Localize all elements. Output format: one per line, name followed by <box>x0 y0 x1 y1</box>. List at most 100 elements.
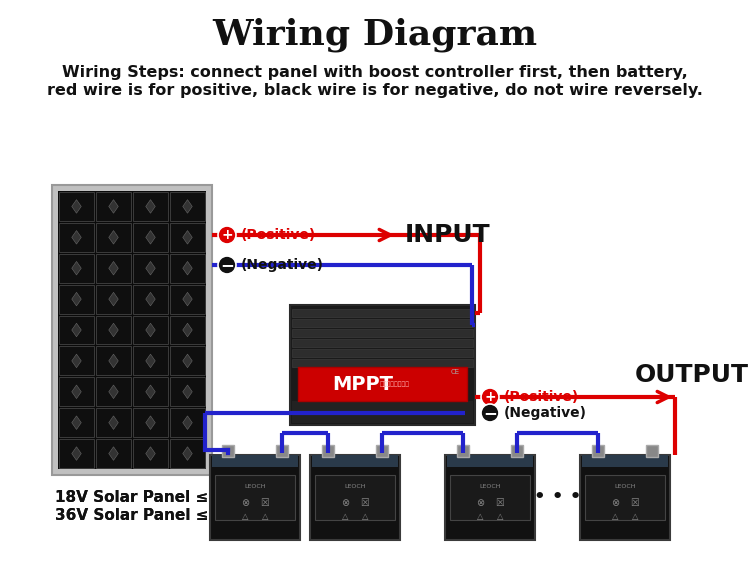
Circle shape <box>481 404 499 422</box>
Polygon shape <box>109 261 118 275</box>
Text: OUTPUT: OUTPUT <box>635 363 749 387</box>
Polygon shape <box>183 323 192 337</box>
Polygon shape <box>146 354 155 368</box>
Polygon shape <box>72 385 81 399</box>
Text: 18V Solar Panel ≤300W: 18V Solar Panel ≤300W <box>55 490 257 504</box>
Polygon shape <box>109 231 118 244</box>
Bar <box>450 475 530 520</box>
Text: ☒: ☒ <box>631 498 639 508</box>
Text: (Negative): (Negative) <box>504 406 587 420</box>
Bar <box>170 408 205 437</box>
Text: (Positive): (Positive) <box>504 390 579 404</box>
Text: △: △ <box>242 512 248 522</box>
Bar <box>133 439 168 468</box>
Text: △: △ <box>612 512 618 522</box>
Text: red wire is for positive, black wire is for negative, do not wire reversely.: red wire is for positive, black wire is … <box>47 83 703 98</box>
Text: (Negative): (Negative) <box>241 258 324 272</box>
Text: △: △ <box>262 512 268 522</box>
Bar <box>170 377 205 406</box>
Bar <box>133 377 168 406</box>
Text: CE: CE <box>451 370 460 375</box>
Polygon shape <box>72 200 81 213</box>
Bar <box>210 455 300 540</box>
Bar <box>96 254 131 283</box>
Polygon shape <box>146 323 155 337</box>
Text: MPPT: MPPT <box>332 375 393 394</box>
Text: +: + <box>484 390 496 404</box>
Bar <box>292 339 473 347</box>
Text: +: + <box>221 228 232 242</box>
Text: ☒: ☒ <box>261 498 269 508</box>
Bar <box>312 455 398 467</box>
Bar <box>222 445 234 457</box>
Polygon shape <box>109 447 118 460</box>
Text: ☒: ☒ <box>496 498 504 508</box>
Polygon shape <box>109 200 118 213</box>
Text: △: △ <box>632 512 638 522</box>
Polygon shape <box>183 447 192 460</box>
Bar <box>59 439 94 468</box>
Polygon shape <box>146 261 155 275</box>
Bar <box>59 254 94 283</box>
Bar <box>310 455 400 540</box>
Bar <box>592 445 604 457</box>
Circle shape <box>481 388 499 406</box>
Polygon shape <box>146 200 155 213</box>
Polygon shape <box>183 231 192 244</box>
Bar <box>96 285 131 314</box>
Polygon shape <box>72 354 81 368</box>
Bar <box>59 346 94 375</box>
Text: △: △ <box>342 512 348 522</box>
Bar <box>96 192 131 221</box>
Bar <box>133 254 168 283</box>
Polygon shape <box>72 292 81 306</box>
Bar <box>457 445 469 457</box>
Polygon shape <box>109 292 118 306</box>
Bar <box>96 439 131 468</box>
Bar <box>59 315 94 345</box>
Polygon shape <box>146 416 155 429</box>
Text: 36V Solar Panel ≤450W: 36V Solar Panel ≤450W <box>55 507 257 522</box>
Polygon shape <box>183 385 192 399</box>
Bar <box>59 192 94 221</box>
Text: LEOCH: LEOCH <box>244 485 266 490</box>
Bar <box>58 191 206 469</box>
Bar <box>585 475 665 520</box>
Polygon shape <box>183 261 192 275</box>
Text: 18V Solar Panel ≤300W: 18V Solar Panel ≤300W <box>55 490 257 504</box>
Text: ☒: ☒ <box>361 498 369 508</box>
Text: −: − <box>483 404 497 422</box>
Text: INPUT: INPUT <box>405 223 490 247</box>
Bar <box>133 408 168 437</box>
Text: ⊗: ⊗ <box>341 498 349 508</box>
Polygon shape <box>146 447 155 460</box>
Polygon shape <box>183 200 192 213</box>
Bar <box>133 223 168 252</box>
Text: • • •: • • • <box>534 489 581 507</box>
Polygon shape <box>72 323 81 337</box>
Bar <box>298 367 467 401</box>
Text: LEOCH: LEOCH <box>344 485 366 490</box>
Bar <box>315 475 395 520</box>
Bar <box>170 346 205 375</box>
Bar <box>290 305 475 425</box>
Bar <box>52 185 212 475</box>
Text: LEOCH: LEOCH <box>614 485 636 490</box>
Polygon shape <box>72 231 81 244</box>
Polygon shape <box>183 416 192 429</box>
Bar <box>292 359 473 367</box>
Bar <box>133 285 168 314</box>
Bar <box>96 408 131 437</box>
Circle shape <box>218 256 236 274</box>
Bar <box>59 223 94 252</box>
Text: (Positive): (Positive) <box>241 228 316 242</box>
Circle shape <box>218 226 236 244</box>
Polygon shape <box>109 354 118 368</box>
Bar <box>96 315 131 345</box>
Text: Wiring Diagram: Wiring Diagram <box>212 18 538 52</box>
Text: −: − <box>220 256 234 274</box>
Polygon shape <box>72 416 81 429</box>
Bar <box>215 475 295 520</box>
Bar <box>646 445 658 457</box>
Text: LEOCH: LEOCH <box>479 485 501 490</box>
